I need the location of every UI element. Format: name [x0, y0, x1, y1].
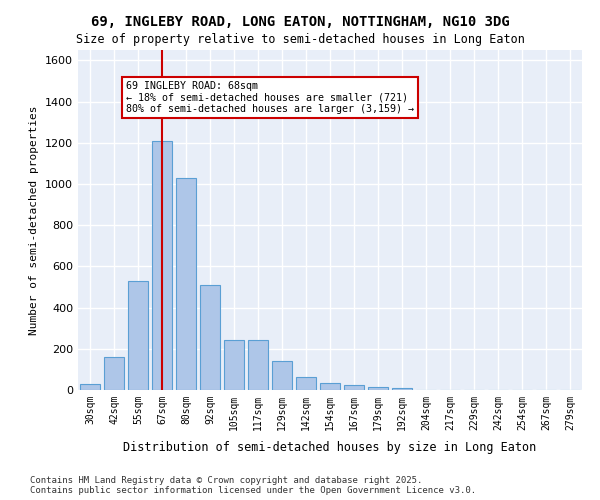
Bar	[176, 178, 196, 390]
Bar	[128, 281, 148, 390]
Bar	[248, 340, 268, 390]
Y-axis label: Number of semi-detached properties: Number of semi-detached properties	[29, 106, 40, 335]
X-axis label: Distribution of semi-detached houses by size in Long Eaton: Distribution of semi-detached houses by …	[124, 441, 536, 454]
Bar	[200, 285, 220, 390]
Bar	[104, 357, 124, 390]
Bar	[224, 340, 244, 390]
Bar	[344, 385, 364, 390]
Text: Size of property relative to semi-detached houses in Long Eaton: Size of property relative to semi-detach…	[76, 32, 524, 46]
Bar	[368, 387, 388, 390]
Text: 69, INGLEBY ROAD, LONG EATON, NOTTINGHAM, NG10 3DG: 69, INGLEBY ROAD, LONG EATON, NOTTINGHAM…	[91, 15, 509, 29]
Bar	[320, 383, 340, 390]
Bar	[392, 388, 412, 390]
Text: 69 INGLEBY ROAD: 68sqm
← 18% of semi-detached houses are smaller (721)
80% of se: 69 INGLEBY ROAD: 68sqm ← 18% of semi-det…	[126, 81, 414, 114]
Bar	[80, 384, 100, 390]
Text: Contains HM Land Registry data © Crown copyright and database right 2025.
Contai: Contains HM Land Registry data © Crown c…	[30, 476, 476, 495]
Bar	[152, 140, 172, 390]
Bar	[272, 361, 292, 390]
Bar	[296, 376, 316, 390]
